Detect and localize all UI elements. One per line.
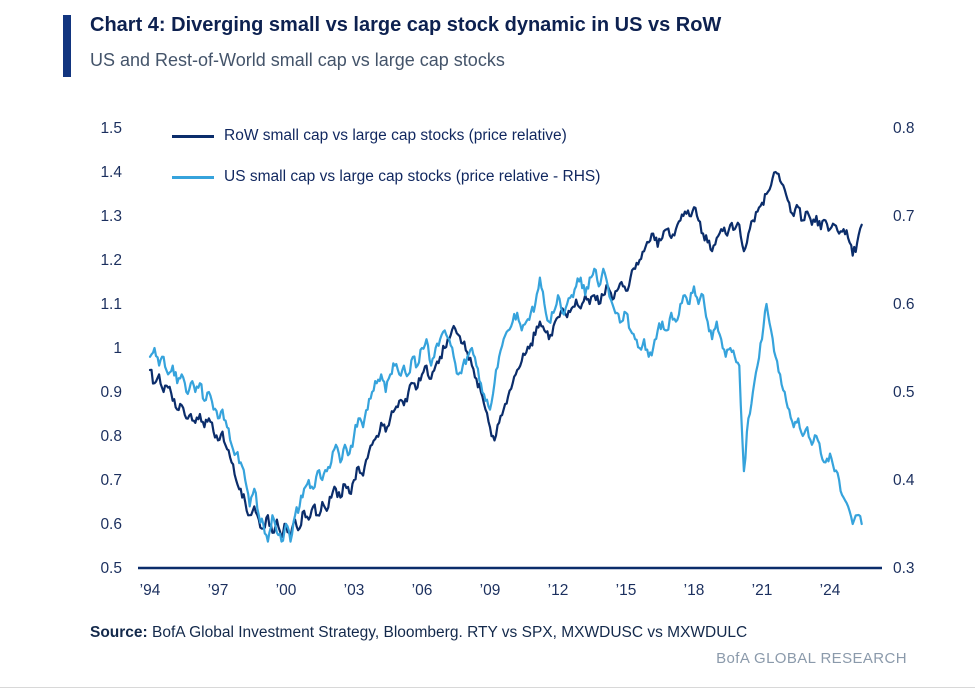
right-axis-tick-label: 0.6 (893, 296, 915, 313)
right-axis-tick-label: 0.5 (893, 384, 915, 401)
left-axis-tick-label: 1.4 (100, 164, 122, 181)
left-axis-tick-label: 0.7 (100, 472, 122, 489)
right-axis-tick-label: 0.7 (893, 208, 915, 225)
x-axis-tick-label: ’21 (752, 582, 773, 599)
x-axis-tick-label: ’12 (548, 582, 569, 599)
x-axis-tick-label: ’06 (412, 582, 433, 599)
right-axis-tick-label: 0.8 (893, 120, 915, 137)
right-axis-tick-label: 0.4 (893, 472, 915, 489)
left-axis-tick-label: 1.1 (100, 296, 122, 313)
left-axis-tick-label: 1.5 (100, 120, 122, 137)
source-text: BofA Global Investment Strategy, Bloombe… (147, 624, 748, 641)
series-line-row (148, 170, 863, 539)
source-line: Source: BofA Global Investment Strategy,… (90, 624, 747, 642)
x-axis-tick-label: ’94 (140, 582, 161, 599)
header-accent-bar (63, 15, 71, 77)
source-label: Source: (90, 624, 148, 641)
bottom-divider (0, 687, 975, 688)
left-axis-tick-label: 0.9 (100, 384, 122, 401)
legend-label-us: US small cap vs large cap stocks (price … (224, 168, 601, 185)
legend-swatch (172, 175, 214, 179)
left-axis-tick-label: 1.3 (100, 208, 122, 225)
left-axis-tick-label: 0.8 (100, 428, 122, 445)
right-axis-tick-label: 0.3 (893, 560, 915, 577)
legend-label-row: RoW small cap vs large cap stocks (price… (224, 127, 567, 144)
x-axis-tick-label: ’15 (616, 582, 637, 599)
legend-item-row: RoW small cap vs large cap stocks (price… (172, 127, 600, 145)
series-line-us (148, 267, 863, 543)
left-axis-tick-label: 1.2 (100, 252, 122, 269)
x-axis-tick-label: ’97 (208, 582, 229, 599)
legend-swatch (172, 134, 214, 138)
left-axis-tick-label: 1 (113, 340, 122, 357)
chart-title: Chart 4: Diverging small vs large cap st… (90, 14, 722, 36)
brand-text: BofA GLOBAL RESEARCH (716, 650, 907, 667)
x-axis-tick-label: ’03 (344, 582, 365, 599)
left-axis-tick-label: 0.6 (100, 516, 122, 533)
x-axis-tick-label: ’00 (276, 582, 297, 599)
x-axis-tick-label: ’09 (480, 582, 501, 599)
x-axis-tick-label: ’24 (820, 582, 841, 599)
legend-item-us: US small cap vs large cap stocks (price … (172, 168, 600, 186)
left-axis-tick-label: 0.5 (100, 560, 122, 577)
x-axis-tick-label: ’18 (684, 582, 705, 599)
chart-subtitle: US and Rest-of-World small cap vs large … (90, 50, 505, 70)
legend: RoW small cap vs large cap stocks (price… (172, 127, 600, 186)
chart-canvas: 1.5 1.4 1.3 1.2 1.1 1 0.9 0.8 0.7 0.6 0.5 0.8 0.7 0.6… (100, 120, 915, 599)
